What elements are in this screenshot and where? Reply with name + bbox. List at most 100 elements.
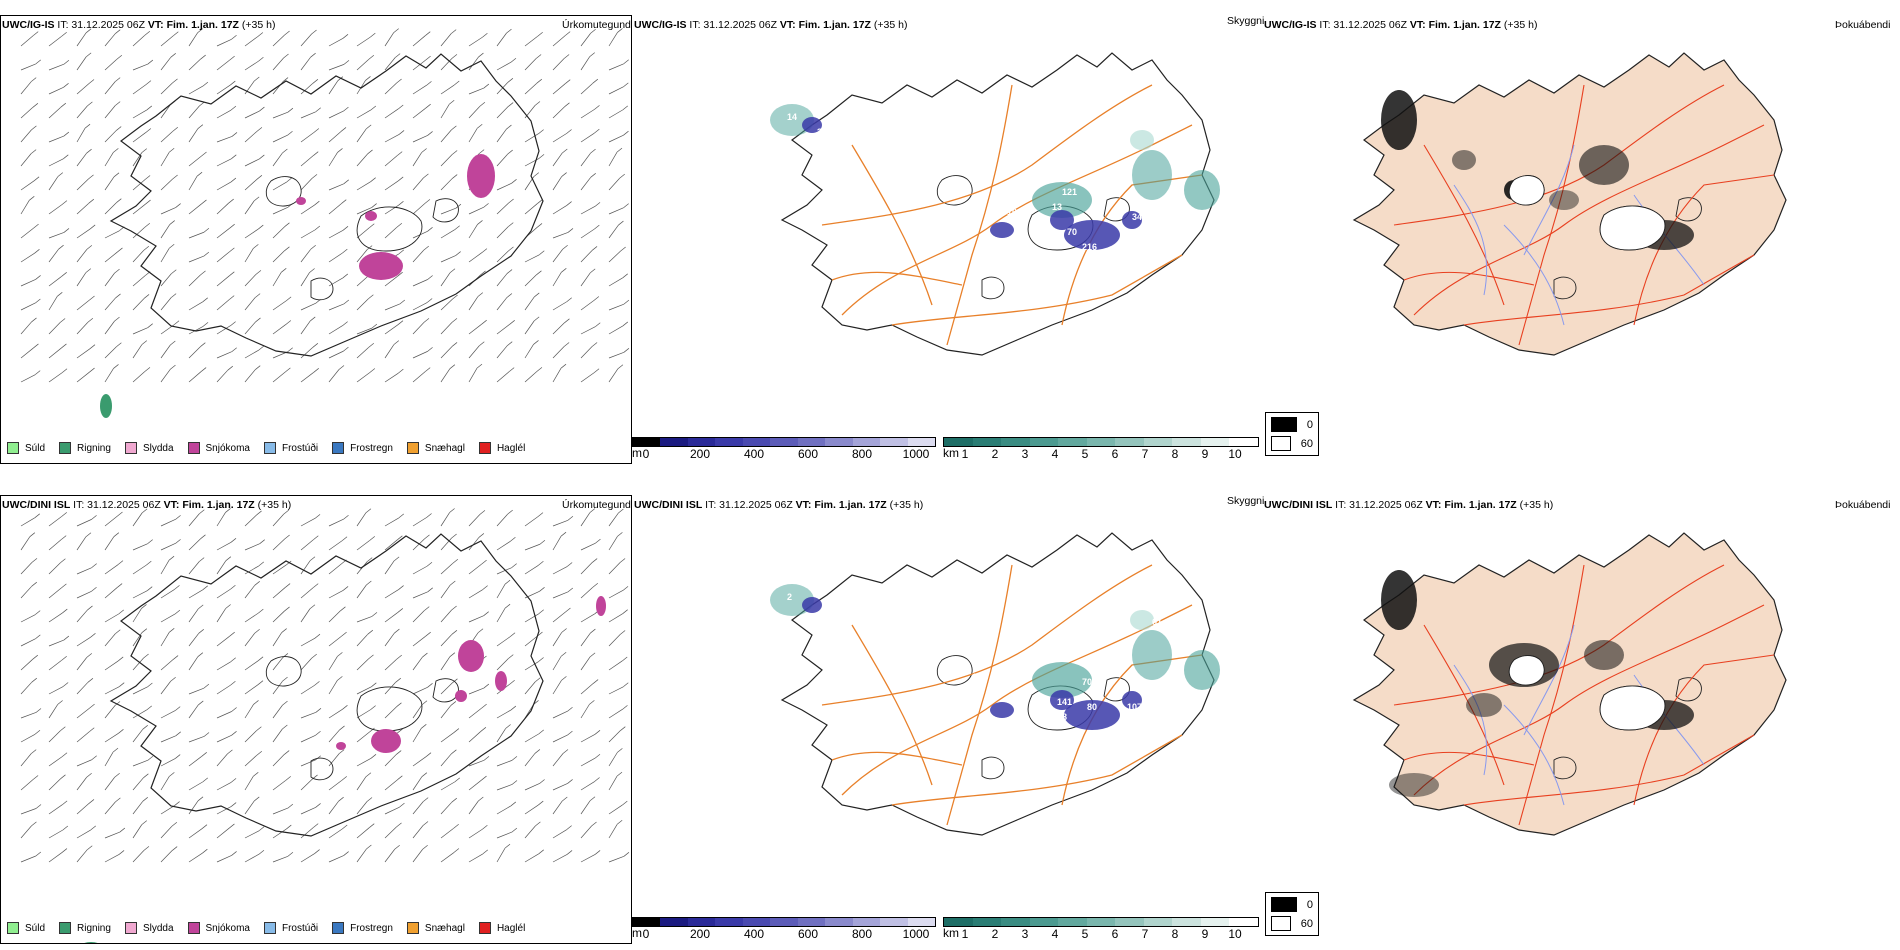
low-visibility-area xyxy=(1132,630,1172,680)
wind-barb xyxy=(272,509,289,527)
ceiling-scale: m 0 200 400 600 800 1000 xyxy=(632,917,936,941)
top-precip-map xyxy=(20,28,630,418)
wind-barb xyxy=(244,76,260,95)
wind-barb xyxy=(160,31,179,47)
wind-barb xyxy=(20,298,41,311)
wind-barb xyxy=(496,149,513,167)
wind-barb xyxy=(580,777,600,791)
wind-barb xyxy=(496,654,514,671)
wind-barb xyxy=(412,587,433,599)
wind-barb xyxy=(216,731,237,743)
wind-barb xyxy=(216,508,231,527)
scale-unit: km xyxy=(943,926,959,940)
wind-barb xyxy=(328,776,347,791)
wind-barb xyxy=(608,321,629,335)
wind-barb xyxy=(76,52,92,71)
wind-barb xyxy=(496,537,516,551)
wind-barb xyxy=(160,293,177,311)
legend-swatch xyxy=(187,442,200,454)
wind-barb xyxy=(104,609,124,623)
wind-barb xyxy=(300,29,317,47)
wind-barb xyxy=(384,608,404,623)
wind-barb xyxy=(524,539,546,551)
wind-barb xyxy=(468,533,485,551)
wind-barb xyxy=(552,297,572,311)
ceiling-value-label: 216 xyxy=(1082,242,1097,252)
wind-barb xyxy=(48,343,67,359)
ceiling-value-label: 12 xyxy=(1032,217,1042,227)
wind-barb xyxy=(132,105,153,119)
wind-barb xyxy=(580,28,596,47)
wind-barb xyxy=(132,653,149,671)
rain-area xyxy=(84,942,98,943)
wind-barb xyxy=(328,559,347,575)
valid-time: VT: Fim. 1.jan. 17Z xyxy=(147,19,239,31)
wind-barb xyxy=(272,628,287,647)
wind-barb xyxy=(160,203,181,215)
wind-barb xyxy=(20,149,37,167)
wind-barb xyxy=(328,514,349,527)
wind-barb xyxy=(440,777,460,791)
wind-barb xyxy=(20,610,41,623)
wind-barb xyxy=(132,175,151,191)
glacier-outline xyxy=(432,198,459,223)
wind-barb xyxy=(160,126,179,143)
wind-barb xyxy=(328,199,347,215)
wind-barb xyxy=(132,323,153,335)
wind-barb xyxy=(160,78,178,95)
wind-barb xyxy=(468,703,487,719)
bottom-fog-header: UWC/DINI ISL IT: 31.12.2025 06Z VT: Fim.… xyxy=(1264,499,1553,511)
wind-barb xyxy=(272,750,290,767)
wind-barb xyxy=(412,347,433,359)
wind-barb xyxy=(440,268,456,287)
wind-barb xyxy=(76,224,96,239)
wind-barb xyxy=(356,654,374,671)
wind-barb xyxy=(608,630,626,647)
wind-barb xyxy=(216,295,235,311)
ceiling-value-label: 10 xyxy=(812,152,822,162)
wind-barb xyxy=(468,611,489,623)
wind-barb xyxy=(244,849,265,863)
wind-barb xyxy=(216,271,235,287)
low-visibility-area xyxy=(1184,650,1220,690)
legend-label: Frostregn xyxy=(350,442,393,454)
wind-barb xyxy=(20,532,36,551)
wind-barb xyxy=(160,772,175,791)
wind-barb xyxy=(76,727,95,743)
wind-barb xyxy=(328,346,349,359)
wind-barb xyxy=(608,726,626,743)
wind-barb xyxy=(384,654,402,671)
wind-barb xyxy=(244,127,263,143)
wind-barb xyxy=(20,343,39,359)
wind-barb xyxy=(580,296,600,311)
legend-item: Haglél xyxy=(478,442,525,454)
fog-key: 0 60 xyxy=(1265,412,1319,456)
wind-barb xyxy=(48,59,70,71)
bottom-visibility-title: Skyggni xyxy=(1227,495,1265,507)
wind-barb xyxy=(272,222,290,239)
glacier-outline xyxy=(1599,685,1666,731)
wind-barb xyxy=(468,220,483,239)
wind-barb xyxy=(328,536,348,551)
wind-barb xyxy=(384,585,404,599)
wind-barb xyxy=(104,29,121,47)
wind-barb xyxy=(20,558,38,575)
wind-barb xyxy=(132,367,151,383)
wind-barb xyxy=(104,247,123,263)
wind-barb xyxy=(244,345,265,359)
ceiling-value-label: 12 xyxy=(972,672,982,682)
coastline xyxy=(1352,532,1787,836)
wind-barb xyxy=(132,30,151,47)
wind-barb xyxy=(440,580,456,599)
wind-barb xyxy=(552,587,574,599)
legend-swatch xyxy=(263,442,276,454)
wind-barb xyxy=(412,631,431,647)
wind-barb xyxy=(216,365,233,383)
wind-barb xyxy=(412,199,431,215)
wind-barb xyxy=(440,630,458,647)
wind-barb xyxy=(356,177,376,191)
wind-barb xyxy=(20,125,37,143)
wind-barb xyxy=(216,631,235,647)
wind-barb xyxy=(468,248,488,263)
wind-barb xyxy=(580,628,596,647)
